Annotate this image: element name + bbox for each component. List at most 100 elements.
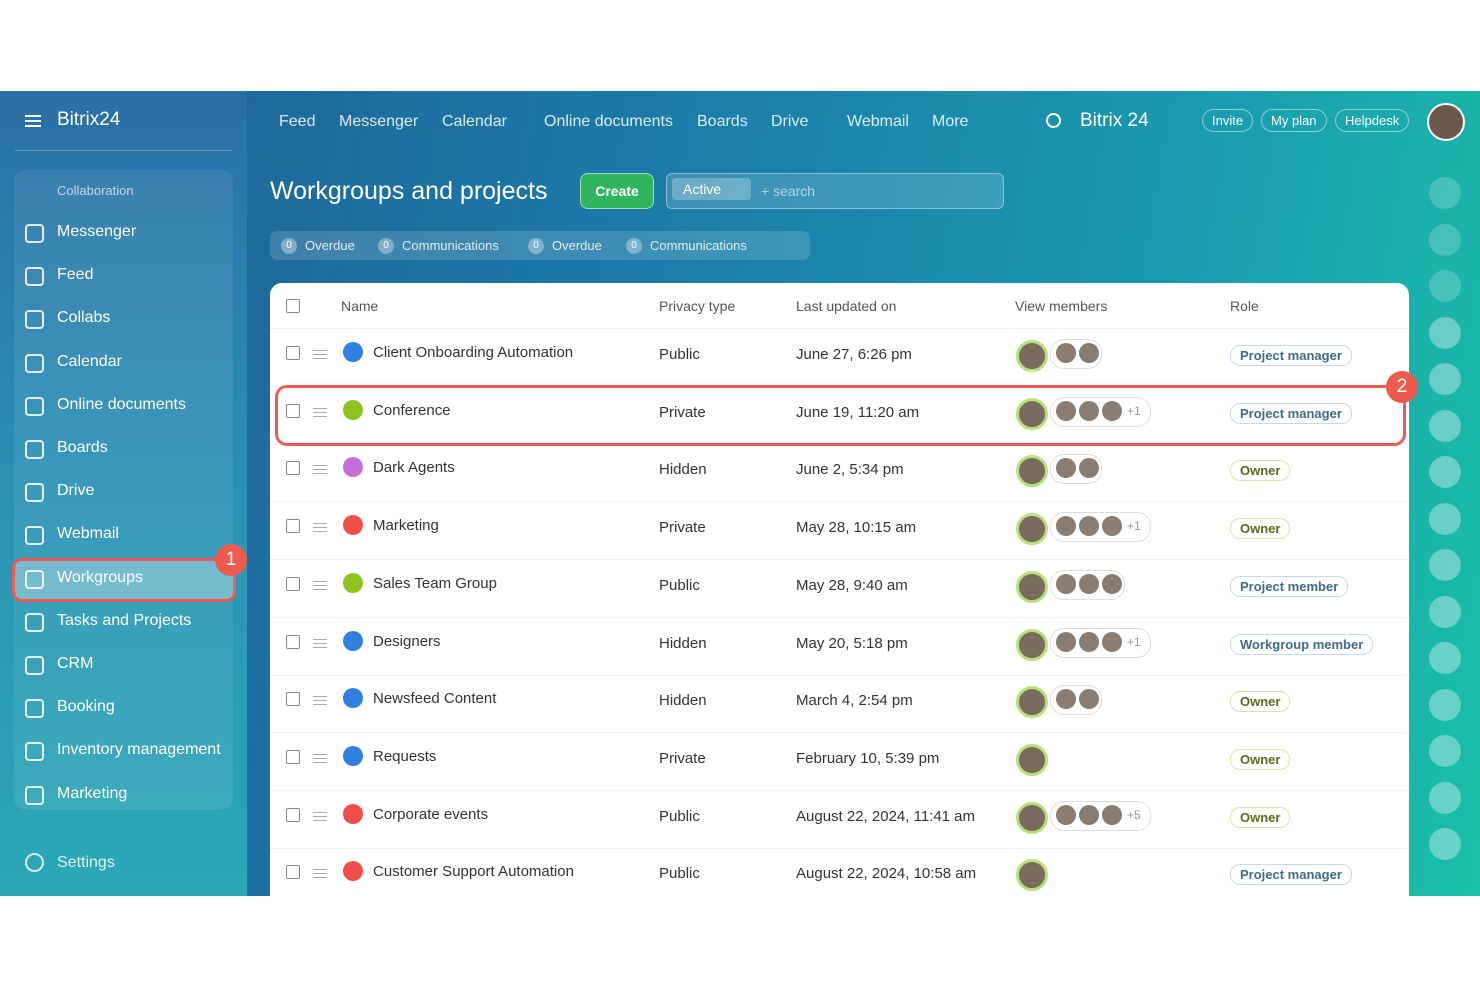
privacy: Private	[659, 519, 706, 537]
owner-avatar[interactable]	[1016, 513, 1048, 546]
checkbox[interactable]	[286, 634, 300, 649]
updated: February 10, 5:39 pm	[796, 749, 940, 767]
counter-label[interactable]: Overdue	[552, 238, 602, 253]
nav-item[interactable]: Feed	[279, 113, 316, 130]
members-pill[interactable]	[1050, 454, 1102, 485]
owner-avatar[interactable]	[1016, 628, 1048, 661]
checkbox[interactable]	[286, 865, 300, 880]
counter-label[interactable]: Communications	[650, 238, 747, 253]
owner-avatar[interactable]	[1016, 859, 1048, 892]
owner-avatar[interactable]	[1016, 340, 1048, 372]
drag-handle	[313, 465, 327, 467]
group-name[interactable]: Customer Support Automation	[373, 863, 574, 881]
member-avatar	[1079, 400, 1099, 421]
members-pill[interactable]	[1050, 800, 1151, 831]
filter-chip[interactable]: Active	[672, 178, 752, 200]
rail-icon[interactable]	[1429, 502, 1461, 535]
menu-item[interactable]: Inventory management	[57, 741, 221, 759]
column-header[interactable]: Last updated on	[796, 298, 897, 314]
owner-avatar[interactable]	[1016, 801, 1048, 834]
rail-icon[interactable]	[1429, 409, 1461, 442]
checkbox[interactable]	[286, 807, 300, 822]
privacy: Hidden	[659, 461, 707, 479]
rail-icon[interactable]	[1429, 177, 1461, 209]
nav-item[interactable]: More	[932, 113, 969, 130]
rail-icon[interactable]	[1429, 828, 1461, 860]
checkbox[interactable]	[286, 461, 300, 476]
rail-icon[interactable]	[1429, 549, 1461, 581]
rail-icon[interactable]	[1429, 456, 1461, 488]
rail-icon[interactable]	[1429, 735, 1461, 767]
rail-icon[interactable]	[1429, 642, 1461, 674]
group-name[interactable]: Requests	[373, 747, 437, 765]
menu-item[interactable]: Online documents	[57, 395, 186, 413]
menu-item[interactable]: Tasks and Projects	[57, 611, 192, 629]
menu-item[interactable]: Marketing	[57, 784, 128, 802]
nav-item[interactable]: Boards	[697, 113, 748, 130]
menu-item[interactable]: Booking	[57, 698, 115, 716]
nav-item[interactable]: Drive	[771, 113, 809, 130]
owner-avatar[interactable]	[1016, 455, 1048, 488]
owner-avatar[interactable]	[1016, 397, 1048, 430]
column-header[interactable]: Role	[1230, 298, 1259, 314]
counter-label[interactable]: Communications	[402, 238, 499, 253]
rail-icon[interactable]	[1429, 316, 1461, 349]
role-badge: Owner	[1230, 806, 1291, 828]
rail-icon[interactable]	[1429, 363, 1461, 395]
nav-item[interactable]: Online documents	[544, 113, 673, 130]
rail-icon[interactable]	[1429, 223, 1461, 256]
counter-label[interactable]: Overdue	[305, 238, 355, 253]
checkbox[interactable]	[286, 346, 300, 360]
owner-avatar[interactable]	[1016, 686, 1048, 719]
group-name[interactable]: Designers	[373, 632, 441, 650]
checkbox[interactable]	[286, 576, 300, 591]
group-name[interactable]: Corporate events	[373, 805, 489, 823]
checkbox[interactable]	[286, 749, 300, 764]
group-name[interactable]: Newsfeed Content	[373, 690, 497, 708]
members-pill[interactable]	[1050, 685, 1102, 716]
members-pill[interactable]	[1050, 569, 1125, 600]
menu-item[interactable]: Boards	[57, 439, 108, 456]
group-name[interactable]: Client Onboarding Automation	[373, 344, 574, 361]
group-name[interactable]: Sales Team Group	[373, 574, 497, 592]
menu-item[interactable]: Messenger	[57, 223, 137, 240]
menu-icon	[25, 224, 44, 243]
rail-icon[interactable]	[1429, 595, 1461, 628]
search-box[interactable]	[666, 173, 1004, 209]
menu-item[interactable]: Feed	[57, 266, 94, 284]
column-header[interactable]: View members	[1015, 298, 1108, 314]
checkbox[interactable]	[286, 692, 300, 707]
members-pill[interactable]	[1050, 396, 1151, 427]
header-button[interactable]: Helpdesk	[1335, 109, 1410, 132]
members-pill[interactable]	[1050, 339, 1102, 369]
owner-avatar[interactable]	[1016, 570, 1048, 603]
group-name[interactable]: Dark Agents	[373, 459, 455, 477]
checkbox[interactable]	[286, 403, 300, 418]
checkbox[interactable]	[286, 299, 300, 313]
checkbox[interactable]	[286, 519, 300, 534]
rail-icon[interactable]	[1429, 688, 1461, 721]
create-button[interactable]: Create	[580, 173, 654, 209]
menu-item[interactable]: CRM	[57, 655, 94, 672]
nav-item[interactable]: Messenger	[339, 113, 419, 130]
menu-item[interactable]: Collabs	[57, 309, 111, 327]
column-header[interactable]: Privacy type	[659, 298, 736, 314]
owner-avatar[interactable]	[1016, 743, 1048, 776]
group-name[interactable]: Marketing	[373, 517, 439, 535]
nav-item[interactable]: Calendar	[442, 113, 507, 130]
rail-icon[interactable]	[1429, 781, 1461, 814]
members-pill[interactable]	[1050, 627, 1151, 658]
members-pill[interactable]	[1050, 512, 1151, 543]
header-button[interactable]: My plan	[1261, 109, 1327, 132]
menu-item[interactable]: Workgroups	[57, 568, 143, 586]
group-name[interactable]: Conference	[373, 401, 451, 419]
menu-item[interactable]: Drive	[57, 482, 95, 500]
header-button[interactable]: Invite	[1202, 109, 1254, 132]
menu-item[interactable]: Calendar	[57, 352, 122, 370]
nav-item[interactable]: Webmail	[847, 113, 909, 130]
rail-icon[interactable]	[1429, 270, 1461, 302]
row-divider	[270, 501, 1409, 503]
settings[interactable]: Settings	[57, 854, 115, 871]
column-header[interactable]: Name	[341, 298, 379, 314]
menu-item[interactable]: Webmail	[57, 525, 119, 543]
